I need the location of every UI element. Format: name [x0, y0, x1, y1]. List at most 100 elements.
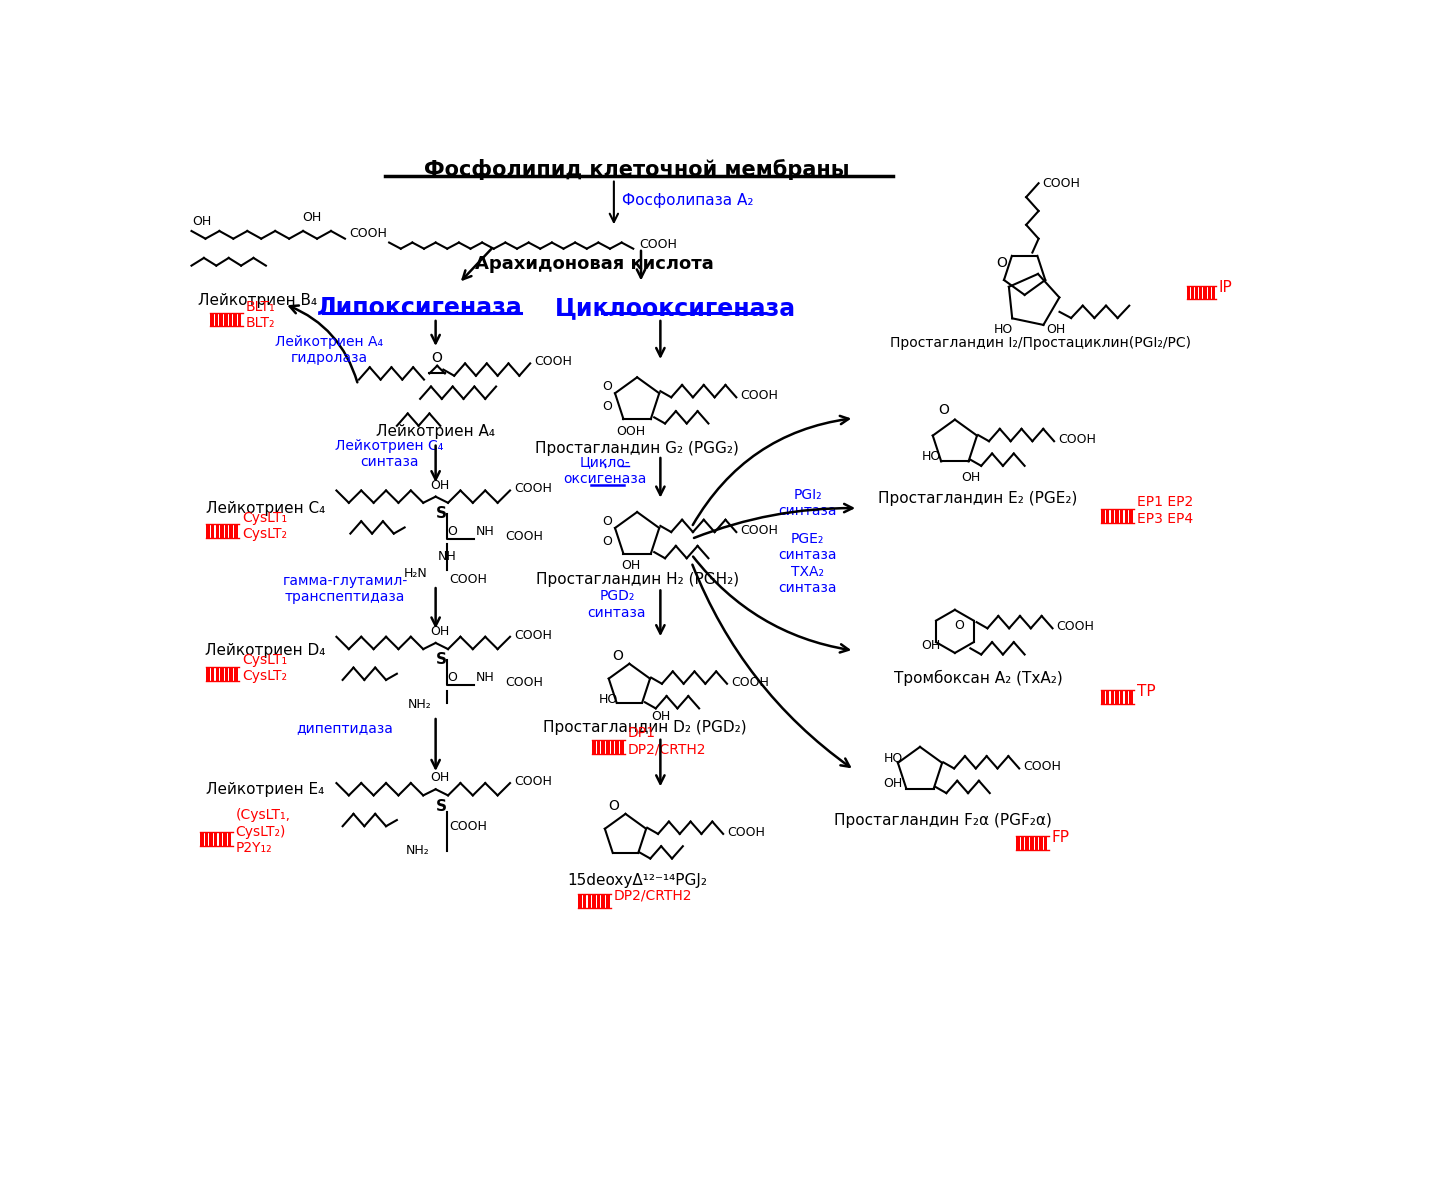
Text: IP: IP [1219, 280, 1232, 294]
Text: Фосфолипид клеточной мембраны: Фосфолипид клеточной мембраны [425, 159, 850, 180]
Bar [1026, 836, 1029, 850]
Text: O: O [938, 404, 948, 418]
Text: Лейкотриен A₄
гидролаза: Лейкотриен A₄ гидролаза [275, 335, 384, 366]
Text: Простагландин G₂ (PGG₂): Простагландин G₂ (PGG₂) [535, 442, 740, 456]
Bar [1207, 286, 1210, 299]
Bar [235, 667, 237, 680]
Text: TP: TP [1137, 684, 1156, 699]
Bar [1101, 690, 1105, 704]
Bar [1045, 836, 1048, 850]
Text: OH: OH [302, 211, 321, 224]
Bar [1203, 286, 1206, 299]
Bar [210, 312, 213, 326]
Bar [593, 740, 596, 754]
Bar [219, 312, 223, 326]
Text: Фосфолипаза A₂: Фосфолипаза A₂ [622, 192, 753, 208]
Text: Лейкотриен C₄
синтаза: Лейкотриен C₄ синтаза [335, 439, 443, 469]
Text: HO: HO [994, 323, 1013, 336]
Text: NH₂: NH₂ [406, 844, 429, 857]
Bar [583, 894, 586, 908]
Bar [1212, 286, 1215, 299]
Bar [602, 894, 604, 908]
Bar [1101, 509, 1105, 522]
Text: Лейкотриен C₄: Лейкотриен C₄ [206, 501, 325, 515]
Text: OH: OH [650, 710, 671, 723]
Text: Лейкотриен E₄: Лейкотриен E₄ [206, 782, 324, 796]
Text: DP2/CRTH2: DP2/CRTH2 [614, 889, 692, 902]
Text: Простагландин D₂ (PGD₂): Простагландин D₂ (PGD₂) [543, 721, 747, 735]
Bar [593, 894, 596, 908]
Text: H₂N: H₂N [404, 567, 427, 580]
Text: Арахидоновая кислота: Арахидоновая кислота [475, 255, 714, 273]
Bar [206, 667, 210, 680]
Text: DP1
DP2/CRTH2: DP1 DP2/CRTH2 [627, 726, 707, 756]
Text: COOH: COOH [449, 820, 488, 833]
Bar [606, 740, 610, 754]
Bar [1120, 690, 1124, 704]
Text: OH: OH [430, 624, 449, 637]
Bar [214, 312, 219, 326]
Text: COOH: COOH [740, 523, 778, 537]
Bar [229, 312, 232, 326]
Text: O: O [996, 256, 1007, 271]
Text: Лейкотриен D₄: Лейкотриен D₄ [204, 643, 325, 658]
Bar [587, 894, 591, 908]
Bar [229, 667, 233, 680]
Bar [1107, 509, 1109, 522]
Text: NH: NH [476, 525, 495, 538]
Text: NH₂: NH₂ [409, 698, 432, 711]
Text: O: O [432, 351, 443, 366]
Bar [216, 525, 219, 538]
Bar [220, 525, 223, 538]
Bar [1035, 836, 1038, 850]
Bar [606, 894, 610, 908]
Bar [1016, 836, 1020, 850]
Text: (CysLT₁,
CysLT₂)
P2Y₁₂: (CysLT₁, CysLT₂) P2Y₁₂ [236, 808, 291, 855]
Text: PGI₂
синтаза: PGI₂ синтаза [778, 488, 837, 518]
Bar [620, 740, 623, 754]
Bar [1130, 509, 1132, 522]
Text: OH: OH [622, 559, 640, 572]
Text: O: O [609, 799, 619, 813]
Text: COOH: COOH [1042, 177, 1081, 190]
Bar [224, 667, 229, 680]
Text: Липоксигеназа: Липоксигеназа [317, 297, 522, 320]
Text: BLT₁
BLT₂: BLT₁ BLT₂ [246, 300, 275, 330]
Text: COOH: COOH [1058, 433, 1097, 446]
Text: COOH: COOH [348, 227, 387, 240]
Text: NH: NH [437, 551, 456, 563]
Bar [209, 832, 213, 846]
Text: OOH: OOH [616, 425, 646, 438]
Text: O: O [603, 380, 613, 393]
Text: O: O [603, 515, 613, 528]
Bar [1107, 690, 1109, 704]
Text: COOH: COOH [731, 675, 768, 688]
Bar [204, 832, 209, 846]
Bar [1020, 836, 1025, 850]
Text: Лейкотриен A₄: Лейкотриен A₄ [376, 424, 495, 439]
Text: COOH: COOH [534, 355, 571, 368]
Bar [1199, 286, 1203, 299]
Bar [212, 525, 214, 538]
Text: PGE₂
синтаза: PGE₂ синтаза [778, 532, 837, 561]
Bar [219, 832, 222, 846]
Text: Тромбоксан A₂ (TxA₂): Тромбоксан A₂ (TxA₂) [894, 669, 1062, 686]
Bar [1187, 286, 1190, 299]
Text: гамма-глутамил-
транспептидаза: гамма-глутамил- транспептидаза [282, 575, 407, 604]
Bar [227, 832, 232, 846]
Text: Простагландин F₂α (PGF₂α): Простагландин F₂α (PGF₂α) [835, 813, 1052, 827]
Text: O: O [448, 671, 458, 684]
Bar [220, 667, 223, 680]
Bar [597, 740, 600, 754]
Text: NH: NH [476, 671, 495, 684]
Text: Простагландин E₂ (PGE₂): Простагландин E₂ (PGE₂) [878, 490, 1078, 506]
Bar [610, 740, 614, 754]
Bar [1194, 286, 1199, 299]
Text: 15deoxyΔ¹²⁻¹⁴PGJ₂: 15deoxyΔ¹²⁻¹⁴PGJ₂ [567, 872, 707, 888]
Bar [237, 312, 242, 326]
Bar [214, 832, 217, 846]
Text: Цикло-
оксигеназа: Цикло- оксигеназа [563, 456, 646, 485]
Text: COOH: COOH [514, 775, 551, 788]
Text: O: O [954, 618, 964, 631]
Bar [206, 525, 210, 538]
